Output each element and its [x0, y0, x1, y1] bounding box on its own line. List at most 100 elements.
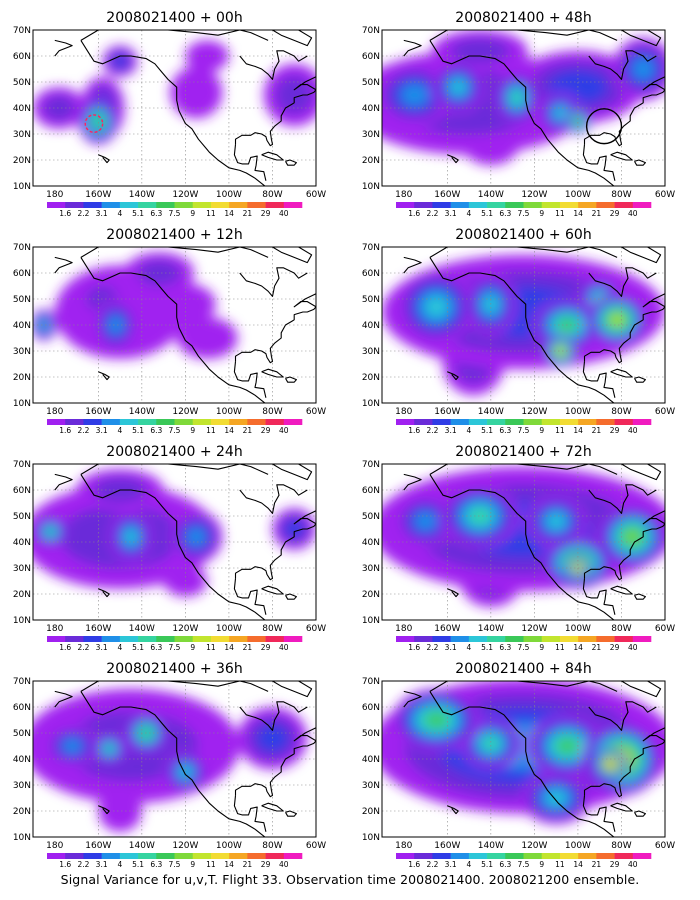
colorbar-swatch: [450, 202, 470, 208]
colorbar-label: 2.2: [77, 209, 89, 218]
colorbar-label: 5.1: [481, 426, 493, 435]
coastline-path: [429, 474, 615, 620]
lat-tick-label: 40N: [362, 104, 380, 114]
colorbar-swatch: [65, 419, 84, 425]
colorbar-swatch: [174, 636, 194, 642]
colorbar-swatch: [174, 419, 194, 425]
lon-tick-label: 160W: [434, 190, 460, 200]
coastline-path: [261, 802, 284, 812]
colorbar-swatch: [229, 636, 248, 642]
colorbar-label: 1.6: [408, 643, 420, 652]
coastline-path: [610, 368, 633, 378]
variance-contour: [176, 317, 238, 359]
lat-tick-label: 20N: [362, 373, 380, 383]
lat-tick-label: 30N: [362, 564, 380, 574]
variance-field: [33, 252, 238, 359]
lon-tick-label: 140W: [129, 407, 155, 417]
colorbar-label: 1.6: [59, 209, 71, 218]
coastline-path: [610, 585, 633, 595]
coastline-path: [583, 727, 665, 798]
coastline-path: [261, 585, 284, 595]
colorbar-swatch: [138, 202, 157, 208]
panel-title: 2008021400 + 36h: [106, 661, 242, 677]
colorbar-label: 3.1: [445, 860, 457, 869]
lat-tick-label: 10N: [362, 616, 380, 626]
coastline-path: [447, 371, 459, 381]
lon-tick-label: 60W: [306, 624, 326, 634]
lon-tick-label: 100W: [216, 841, 242, 851]
lat-tick-label: 40N: [362, 755, 380, 765]
coastline: [403, 464, 665, 620]
coastline-path: [54, 690, 73, 708]
colorbar-swatch: [505, 202, 524, 208]
lon-tick-label: 60W: [306, 407, 326, 417]
variance-contour: [137, 260, 181, 286]
variance-contour: [46, 527, 55, 536]
colorbar-label: 6.3: [150, 643, 162, 652]
variance-contour: [425, 296, 448, 318]
colorbar-swatch: [414, 636, 433, 642]
panel-title: 2008021400 + 84h: [455, 661, 591, 677]
variance-contour: [632, 58, 654, 80]
lat-tick-label: 60N: [13, 703, 31, 713]
colorbar-swatch: [156, 202, 175, 208]
lat-tick-label: 20N: [13, 807, 31, 817]
lon-tick-label: 180: [395, 624, 412, 634]
colorbar-label: 5.1: [481, 209, 493, 218]
coastline-path: [583, 510, 665, 581]
map-panel-p48: 2008021400 + 48h 70N 60N 50N 40N 30N 20N 10N 180…: [362, 10, 675, 218]
map-frame: [381, 680, 666, 838]
colorbar-swatch: [229, 202, 248, 208]
colorbar-label: 14: [573, 426, 583, 435]
variance-field: [382, 466, 665, 607]
colorbar-swatch: [119, 419, 139, 425]
lon-tick-label: 80W: [262, 841, 282, 851]
graticule: [33, 681, 316, 837]
colorbar-swatch: [396, 419, 415, 425]
lon-tick-label: 100W: [216, 190, 242, 200]
colorbar-label: 1.6: [59, 643, 71, 652]
colorbar-swatch: [596, 419, 615, 425]
colorbar-swatch: [138, 853, 157, 859]
lon-tick-label: 100W: [565, 190, 591, 200]
colorbar-label: 14: [224, 860, 234, 869]
lat-tick-label: 10N: [13, 616, 31, 626]
coastline: [54, 681, 316, 837]
variance-contour: [185, 40, 229, 72]
lat-tick-label: 60N: [13, 269, 31, 279]
colorbar: 1.6 2.2 3.1 4 5.1 6.3 7.5 9 11 14 21 29 40: [396, 202, 652, 218]
colorbar-swatch: [101, 202, 121, 208]
coastline-path: [429, 257, 615, 403]
coastline-path: [634, 593, 646, 600]
lat-tick-label: 70N: [13, 243, 31, 253]
coastline-path: [234, 510, 316, 581]
panel-title: 2008021400 + 24h: [106, 444, 242, 460]
graticule: [382, 681, 665, 837]
colorbar-label: 40: [279, 209, 289, 218]
lon-tick-label: 60W: [306, 190, 326, 200]
lat-tick-label: 10N: [362, 182, 380, 192]
coastline-path: [98, 371, 110, 381]
colorbar-label: 4: [117, 643, 122, 652]
lat-tick-label: 60N: [362, 52, 380, 62]
lat-tick-label: 60N: [13, 486, 31, 496]
colorbar-swatch: [541, 853, 561, 859]
graticule: [33, 464, 316, 620]
lon-tick-label: 180: [395, 407, 412, 417]
lon-tick-label: 60W: [655, 624, 675, 634]
colorbar-label: 3.1: [96, 209, 108, 218]
colorbar-swatch: [101, 853, 121, 859]
lon-tick-label: 160W: [85, 407, 111, 417]
map-panel-p12: 2008021400 + 12h 70N 60N 50N 40N 30N 20N 10N 180…: [13, 227, 326, 435]
colorbar-label: 14: [224, 209, 234, 218]
colorbar-label: 6.3: [499, 860, 511, 869]
map-panel-p36: 2008021400 + 36h 70N 60N 50N 40N 30N 20N 10N 180…: [13, 661, 326, 869]
lon-tick-label: 80W: [262, 190, 282, 200]
coastline-path: [98, 588, 110, 598]
colorbar-swatch: [632, 202, 652, 208]
colorbar-swatch: [247, 202, 266, 208]
coastline-path: [582, 578, 616, 615]
colorbar-label: 9: [539, 643, 544, 652]
colorbar-label: 9: [190, 643, 195, 652]
colorbar-label: 21: [243, 426, 253, 435]
